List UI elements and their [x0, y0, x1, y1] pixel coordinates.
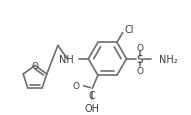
Text: O: O — [136, 43, 143, 52]
Text: NH₂: NH₂ — [159, 54, 177, 64]
Text: Cl: Cl — [125, 25, 134, 35]
Text: C: C — [89, 90, 96, 100]
Text: OH: OH — [85, 103, 100, 113]
Text: S: S — [137, 54, 143, 64]
Text: O: O — [136, 66, 143, 75]
Text: NH: NH — [59, 54, 74, 64]
Text: O: O — [32, 61, 39, 70]
Text: O: O — [73, 82, 80, 91]
